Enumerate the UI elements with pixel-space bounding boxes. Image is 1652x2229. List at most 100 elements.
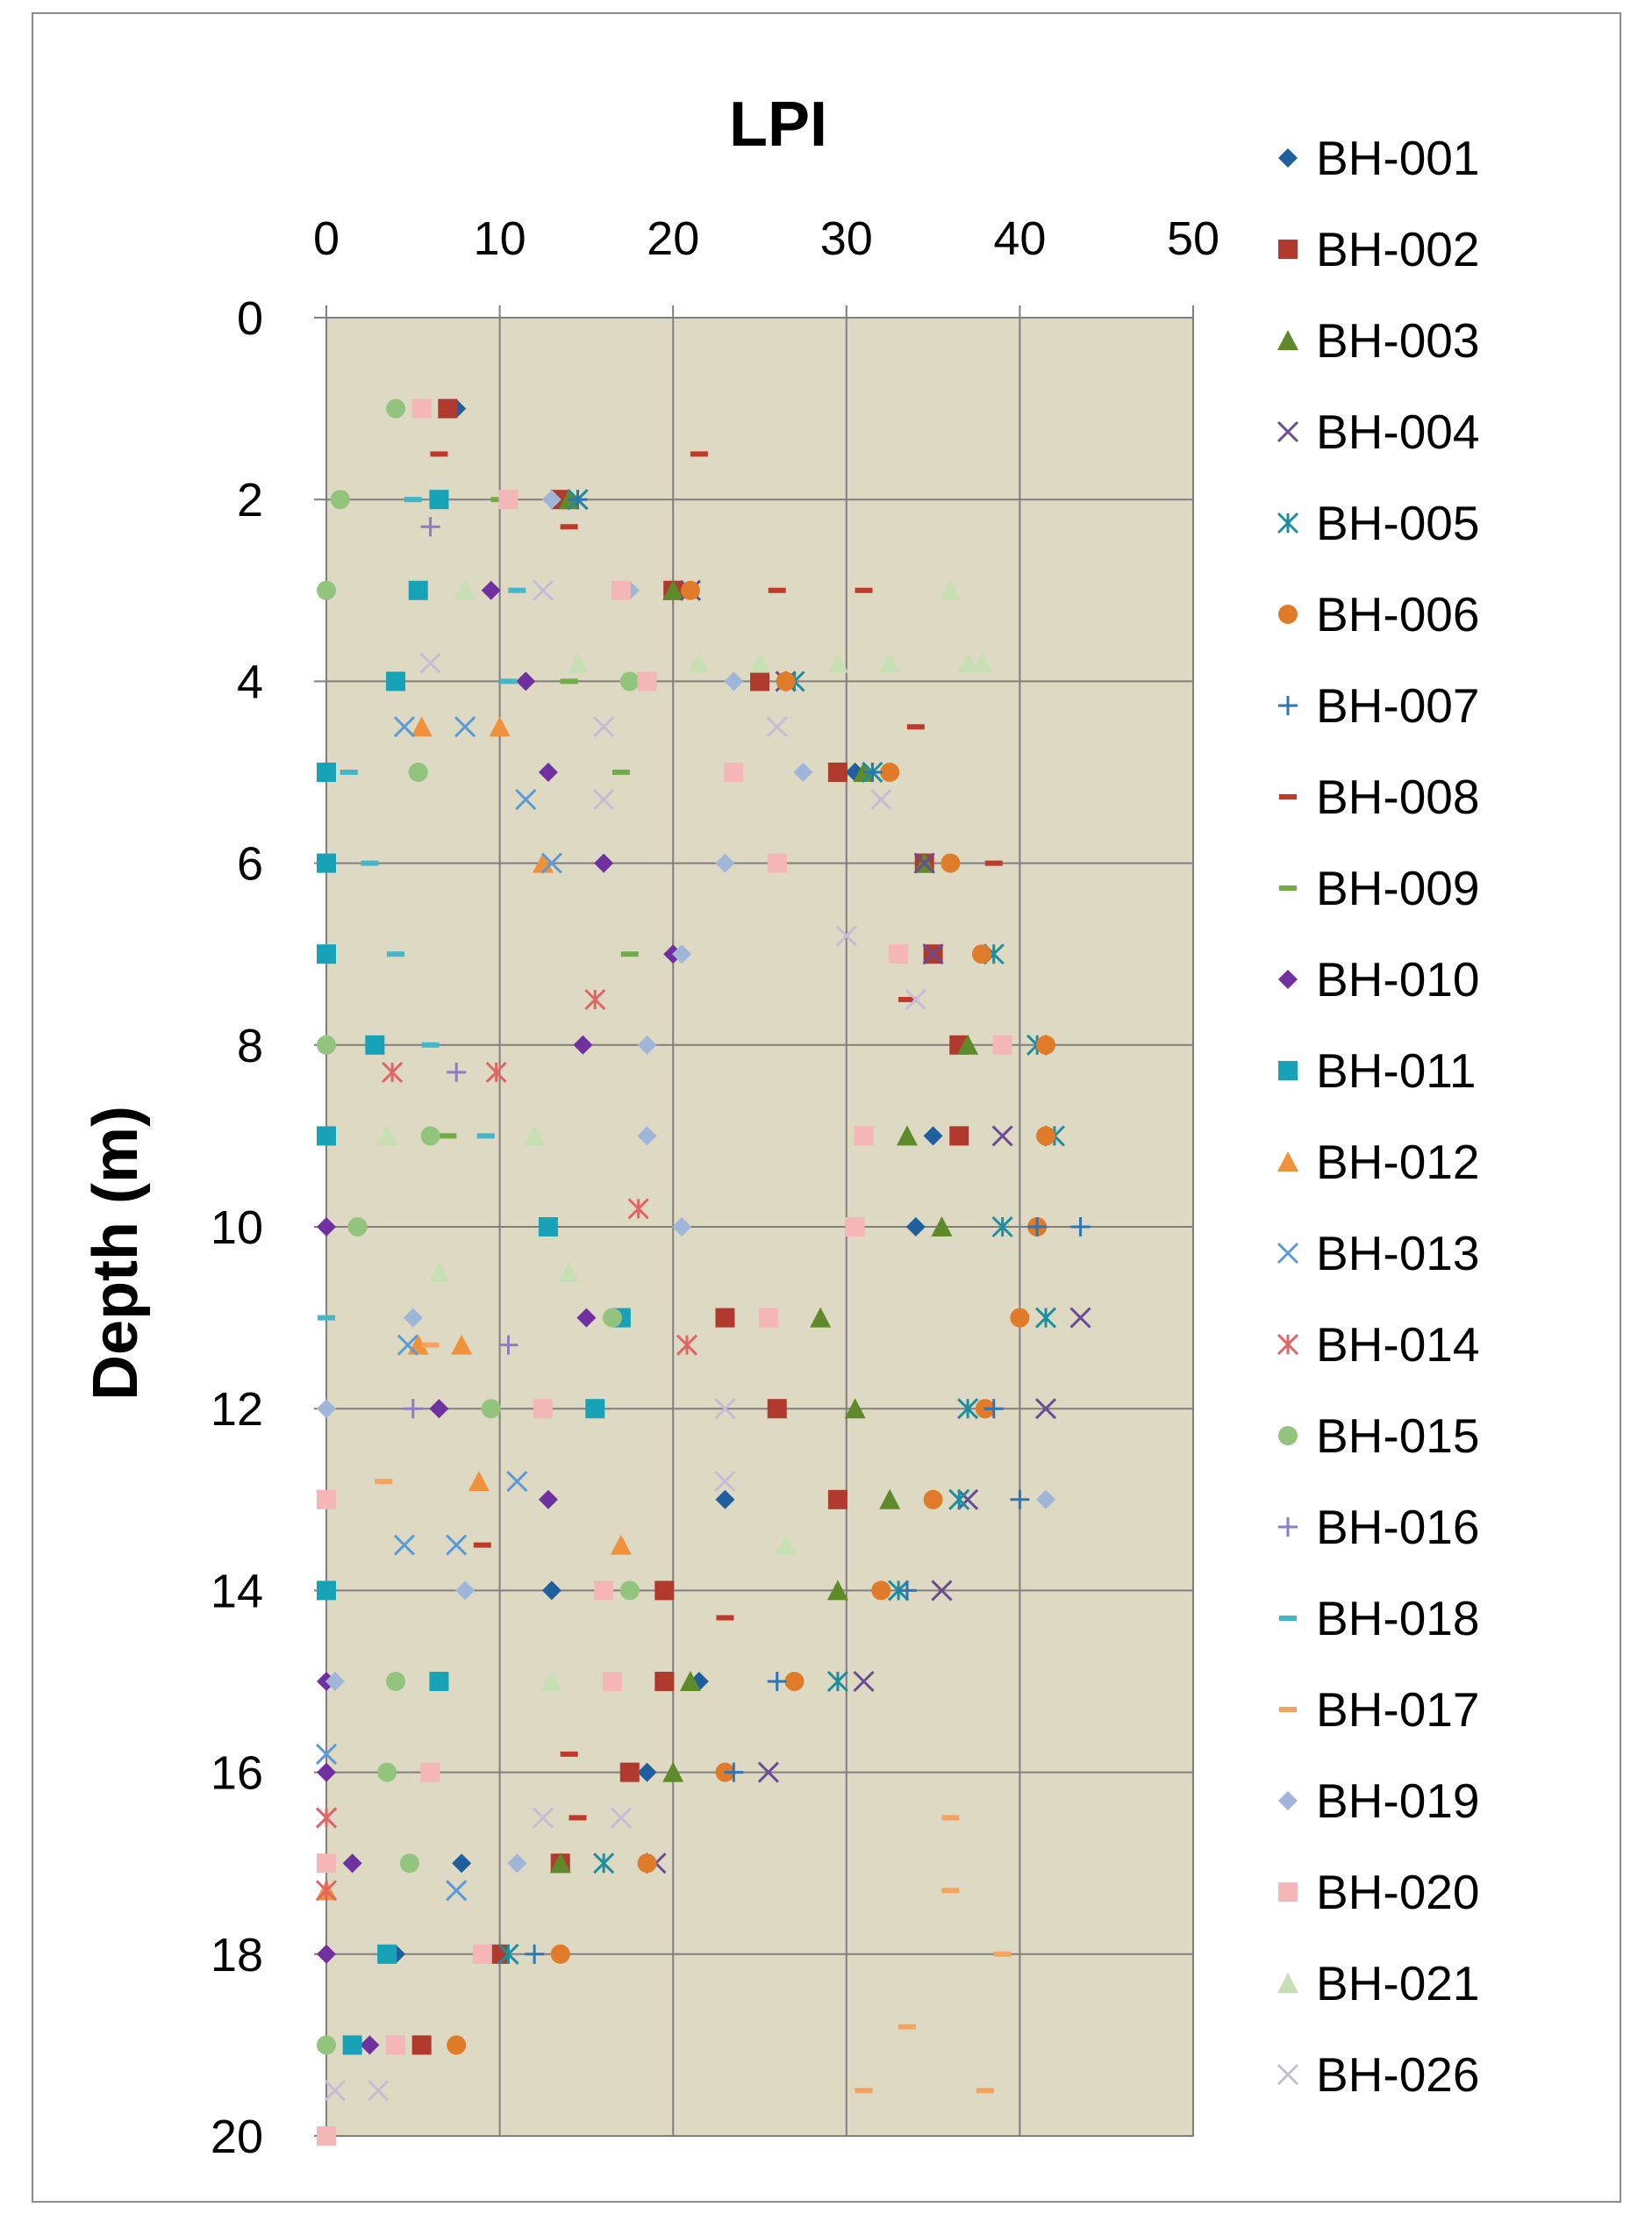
data-point [826, 1670, 848, 1693]
series-bh-019 [317, 490, 1056, 1874]
legend-label: BH-010 [1316, 952, 1479, 1007]
series-bh-014 [315, 988, 698, 1902]
data-point [540, 852, 562, 874]
data-point [637, 1126, 657, 1146]
series-bh-016 [403, 517, 518, 1419]
data-point [506, 1471, 528, 1493]
y-tick-label: 0 [237, 292, 263, 345]
data-point [558, 1261, 580, 1282]
data-point [497, 1943, 519, 1965]
legend-label: BH-001 [1316, 131, 1479, 185]
data-point [991, 1125, 1013, 1147]
legend-label: BH-009 [1316, 861, 1479, 915]
data-point [317, 1399, 336, 1419]
data-point [654, 1672, 675, 1691]
data-point [715, 1308, 735, 1328]
data-point [672, 944, 692, 964]
legend-label: BH-005 [1316, 496, 1479, 550]
data-point [541, 490, 561, 510]
data-point [662, 1761, 684, 1782]
legend-marker [1277, 512, 1299, 534]
data-point [593, 716, 615, 738]
series-bh-026 [324, 579, 926, 2102]
data-point [714, 1398, 736, 1420]
data-point [411, 398, 432, 419]
data-point [1010, 1308, 1030, 1328]
data-point [603, 1308, 623, 1328]
series-bh-021 [376, 579, 992, 1691]
legend-marker [1277, 2063, 1299, 2086]
data-point [992, 1035, 1012, 1055]
data-point [317, 2035, 336, 2055]
legend-marker [1278, 696, 1298, 715]
data-point [1027, 1217, 1048, 1236]
data-point [360, 2035, 380, 2055]
data-point [403, 1399, 423, 1419]
legend-label: BH-021 [1316, 1956, 1479, 2010]
data-point [767, 1672, 787, 1691]
legend-entry: BH-016 [1278, 1500, 1479, 1554]
data-point [610, 1534, 632, 1555]
x-tick-label: 40 [993, 212, 1046, 265]
data-point [420, 1126, 440, 1146]
data-point [827, 1489, 847, 1509]
legend-label: BH-018 [1316, 1591, 1479, 1645]
data-point [879, 1488, 901, 1509]
data-point [862, 763, 883, 782]
data-point [957, 1034, 979, 1055]
y-tick-label: 18 [211, 1929, 263, 1982]
data-point [1034, 1398, 1057, 1420]
legend-label: BH-026 [1316, 2047, 1479, 2102]
data-point [429, 1399, 449, 1419]
plot-area: 0 10 20 30 40 50 0 2 4 6 8 10 12 14 16 18 20 [211, 212, 1219, 2163]
data-point [377, 1762, 397, 1782]
data-point [957, 1488, 979, 1510]
data-point [767, 1399, 787, 1419]
data-point [342, 1853, 362, 1874]
legend-entry: BH-001 [1278, 131, 1479, 185]
data-point [879, 652, 901, 673]
legend-label: BH-015 [1316, 1408, 1479, 1463]
data-point [853, 1670, 875, 1693]
legend-entry: BH-015 [1278, 1408, 1479, 1463]
data-point [507, 1853, 527, 1874]
data-point [766, 716, 788, 738]
data-point [567, 652, 589, 673]
data-point [397, 1334, 418, 1356]
legend-entry: BH-020 [1278, 1865, 1479, 1919]
data-point [376, 1125, 398, 1146]
data-point [419, 652, 441, 674]
data-point [541, 1580, 561, 1601]
data-point [757, 1761, 779, 1783]
legend-marker [1278, 1882, 1298, 1902]
data-point [949, 1126, 969, 1146]
legend-marker [1278, 970, 1298, 989]
data-point [408, 580, 428, 600]
data-point [411, 2035, 432, 2055]
data-point [317, 1762, 336, 1782]
legend-marker [1278, 1061, 1298, 1080]
data-point [619, 1580, 640, 1601]
legend-label: BH-003 [1316, 313, 1479, 368]
data-point [317, 1126, 336, 1146]
data-point [481, 580, 501, 600]
data-point [489, 716, 511, 737]
data-point [610, 1807, 632, 1829]
legend-entry: BH-021 [1277, 1956, 1479, 2010]
data-point [532, 579, 554, 601]
data-point [826, 652, 848, 673]
data-point [324, 2080, 346, 2102]
legend-entry: BH-004 [1277, 405, 1479, 459]
data-point [317, 1853, 336, 1874]
legend-entry: BH-005 [1277, 496, 1479, 550]
legend-label: BH-013 [1316, 1226, 1479, 1280]
data-point [317, 1035, 336, 1055]
legend-entry: BH-017 [1279, 1682, 1479, 1737]
data-point [776, 671, 796, 692]
data-point [688, 652, 710, 673]
x-tick-label: 50 [1167, 212, 1219, 265]
y-tick-label: 4 [237, 656, 263, 708]
data-point [611, 580, 631, 600]
data-point [408, 763, 428, 782]
